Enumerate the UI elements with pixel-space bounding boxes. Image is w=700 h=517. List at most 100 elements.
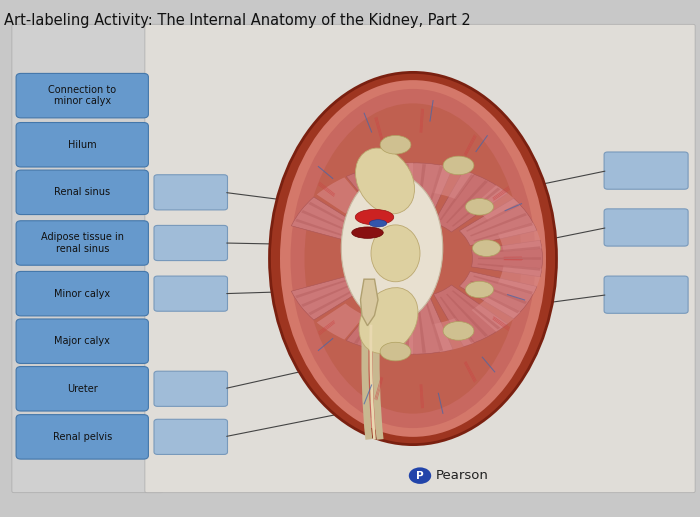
Text: Art-labeling Activity: The Internal Anatomy of the Kidney, Part 2: Art-labeling Activity: The Internal Anat…: [4, 13, 470, 28]
FancyBboxPatch shape: [154, 175, 228, 210]
Wedge shape: [291, 275, 362, 320]
Ellipse shape: [380, 135, 411, 154]
Text: Adipose tissue in
renal sinus: Adipose tissue in renal sinus: [41, 232, 124, 254]
Wedge shape: [295, 219, 348, 238]
Wedge shape: [472, 296, 520, 332]
Wedge shape: [354, 301, 385, 344]
Wedge shape: [459, 199, 537, 246]
FancyBboxPatch shape: [16, 170, 148, 215]
Wedge shape: [382, 166, 399, 212]
Ellipse shape: [355, 209, 393, 225]
Text: Ureter: Ureter: [67, 384, 97, 394]
Ellipse shape: [370, 220, 386, 227]
Circle shape: [409, 467, 431, 484]
Wedge shape: [395, 291, 453, 354]
Wedge shape: [473, 223, 533, 241]
Wedge shape: [466, 285, 519, 313]
Wedge shape: [354, 173, 385, 216]
FancyBboxPatch shape: [154, 371, 228, 406]
Text: Renal pelvis: Renal pelvis: [52, 432, 112, 442]
Text: Pearson: Pearson: [435, 469, 489, 482]
Wedge shape: [446, 180, 488, 223]
Wedge shape: [377, 163, 413, 194]
Ellipse shape: [466, 281, 493, 298]
Wedge shape: [477, 263, 540, 271]
FancyBboxPatch shape: [16, 415, 148, 459]
Wedge shape: [432, 165, 474, 199]
Ellipse shape: [371, 225, 420, 282]
Wedge shape: [395, 163, 453, 226]
Wedge shape: [301, 210, 351, 233]
Wedge shape: [368, 169, 391, 214]
Wedge shape: [466, 204, 519, 232]
Wedge shape: [440, 174, 475, 220]
Wedge shape: [416, 164, 426, 220]
Wedge shape: [301, 284, 351, 307]
FancyBboxPatch shape: [145, 24, 695, 493]
Text: Hilum: Hilum: [68, 140, 97, 150]
Wedge shape: [440, 297, 475, 343]
Ellipse shape: [280, 80, 546, 437]
Text: Renal sinus: Renal sinus: [54, 187, 111, 197]
Wedge shape: [446, 294, 488, 337]
Wedge shape: [424, 296, 443, 351]
Ellipse shape: [290, 89, 536, 428]
Wedge shape: [452, 290, 500, 329]
Wedge shape: [473, 276, 533, 294]
FancyBboxPatch shape: [16, 367, 148, 411]
Wedge shape: [432, 318, 474, 352]
Wedge shape: [459, 271, 537, 318]
Ellipse shape: [304, 103, 522, 414]
Wedge shape: [470, 213, 527, 236]
FancyBboxPatch shape: [154, 419, 228, 454]
FancyBboxPatch shape: [12, 24, 163, 493]
FancyBboxPatch shape: [154, 225, 228, 261]
FancyBboxPatch shape: [16, 319, 148, 363]
FancyBboxPatch shape: [604, 152, 688, 189]
Ellipse shape: [270, 72, 556, 445]
Wedge shape: [405, 164, 411, 220]
Wedge shape: [498, 266, 542, 294]
Ellipse shape: [380, 342, 411, 361]
FancyBboxPatch shape: [604, 276, 688, 313]
Wedge shape: [346, 164, 404, 221]
Wedge shape: [291, 197, 362, 242]
Wedge shape: [308, 289, 356, 315]
Wedge shape: [405, 297, 411, 353]
FancyBboxPatch shape: [16, 271, 148, 316]
Wedge shape: [308, 202, 356, 228]
Text: P: P: [416, 470, 424, 481]
Wedge shape: [477, 246, 540, 254]
Wedge shape: [452, 188, 500, 227]
Ellipse shape: [359, 287, 418, 354]
FancyBboxPatch shape: [154, 276, 228, 311]
Wedge shape: [346, 296, 404, 353]
Wedge shape: [416, 297, 426, 353]
Wedge shape: [317, 303, 365, 340]
Text: Minor calyx: Minor calyx: [54, 288, 111, 299]
Ellipse shape: [356, 148, 414, 214]
Wedge shape: [470, 281, 527, 304]
Wedge shape: [472, 185, 520, 221]
Ellipse shape: [443, 156, 474, 175]
Wedge shape: [498, 223, 542, 251]
Wedge shape: [377, 323, 413, 354]
Ellipse shape: [341, 173, 442, 323]
Wedge shape: [478, 257, 541, 260]
FancyBboxPatch shape: [16, 123, 148, 167]
Wedge shape: [317, 177, 365, 214]
Wedge shape: [295, 279, 348, 298]
Wedge shape: [382, 305, 399, 351]
Wedge shape: [433, 285, 508, 346]
Ellipse shape: [466, 199, 493, 215]
Wedge shape: [424, 166, 443, 221]
FancyBboxPatch shape: [16, 73, 148, 118]
PathPatch shape: [360, 279, 378, 326]
Text: Major calyx: Major calyx: [55, 336, 110, 346]
Wedge shape: [433, 171, 508, 232]
Ellipse shape: [473, 240, 500, 256]
Ellipse shape: [443, 322, 474, 340]
Text: Connection to
minor calyx: Connection to minor calyx: [48, 85, 116, 107]
Wedge shape: [471, 240, 542, 277]
Ellipse shape: [351, 227, 383, 238]
